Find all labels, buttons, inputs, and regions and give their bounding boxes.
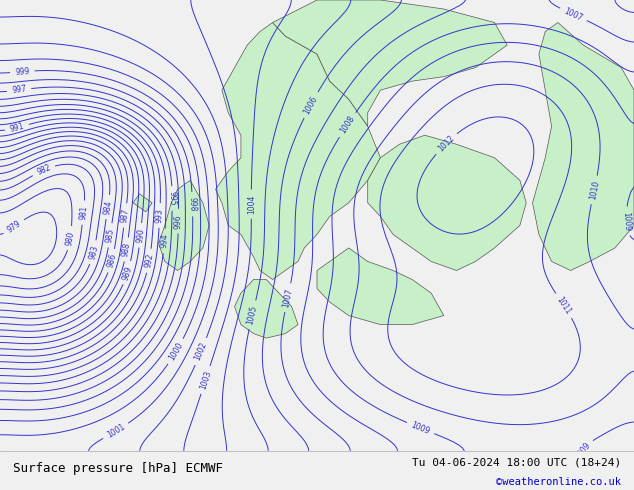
Polygon shape [533,23,634,270]
Text: 1005: 1005 [246,304,259,325]
Polygon shape [216,23,380,279]
Text: 998: 998 [188,197,197,212]
Text: 985: 985 [105,227,116,243]
Text: 1012: 1012 [436,133,456,153]
Text: 1000: 1000 [167,341,184,362]
Text: 1009: 1009 [573,441,592,461]
Polygon shape [158,180,209,270]
Polygon shape [235,279,298,338]
Text: 1006: 1006 [302,94,320,116]
Text: 1009: 1009 [410,420,431,436]
Text: Surface pressure [hPa] ECMWF: Surface pressure [hPa] ECMWF [13,462,223,475]
Text: 981: 981 [78,205,89,220]
Text: 1009: 1009 [621,211,631,231]
Text: 999: 999 [15,67,30,77]
Text: 995: 995 [167,191,177,206]
Text: 996: 996 [174,214,183,228]
Polygon shape [317,248,444,324]
Text: 982: 982 [36,163,52,177]
Text: 988: 988 [121,242,133,257]
Text: 994: 994 [159,233,169,248]
Text: 1004: 1004 [247,195,256,214]
Polygon shape [273,0,507,126]
Text: 1007: 1007 [281,287,294,308]
Text: 1011: 1011 [555,295,573,316]
Text: 979: 979 [5,219,23,235]
Text: 990: 990 [135,227,146,243]
Text: 1010: 1010 [588,180,600,200]
Polygon shape [368,135,526,270]
Polygon shape [133,194,152,212]
Text: 1007: 1007 [563,6,584,23]
Text: Tu 04-06-2024 18:00 UTC (18+24): Tu 04-06-2024 18:00 UTC (18+24) [412,458,621,467]
Text: 1003: 1003 [198,369,213,391]
Text: 984: 984 [103,199,113,215]
Text: 983: 983 [87,244,100,261]
Text: 993: 993 [155,208,165,223]
Text: 991: 991 [9,122,25,134]
Text: 989: 989 [121,265,134,281]
Text: ©weatheronline.co.uk: ©weatheronline.co.uk [496,477,621,487]
Text: 1001: 1001 [105,422,126,440]
Text: 980: 980 [65,230,76,246]
Text: 997: 997 [11,85,27,96]
Text: 986: 986 [105,253,118,269]
Text: 987: 987 [120,208,131,223]
Text: 992: 992 [143,253,155,269]
Text: 1002: 1002 [193,341,209,362]
Text: 1008: 1008 [339,114,356,135]
